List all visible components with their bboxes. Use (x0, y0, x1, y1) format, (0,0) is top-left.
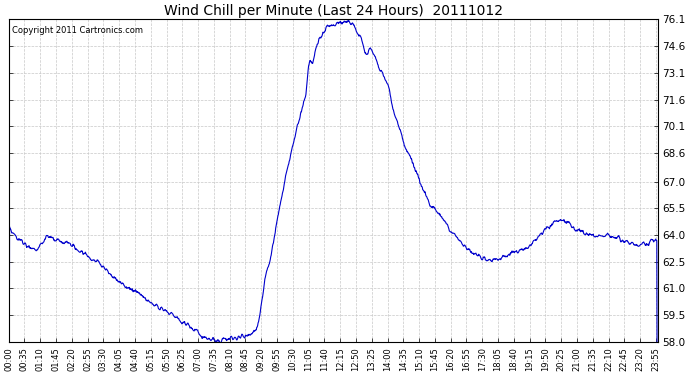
Title: Wind Chill per Minute (Last 24 Hours)  20111012: Wind Chill per Minute (Last 24 Hours) 20… (164, 4, 503, 18)
Text: Copyright 2011 Cartronics.com: Copyright 2011 Cartronics.com (12, 26, 143, 35)
